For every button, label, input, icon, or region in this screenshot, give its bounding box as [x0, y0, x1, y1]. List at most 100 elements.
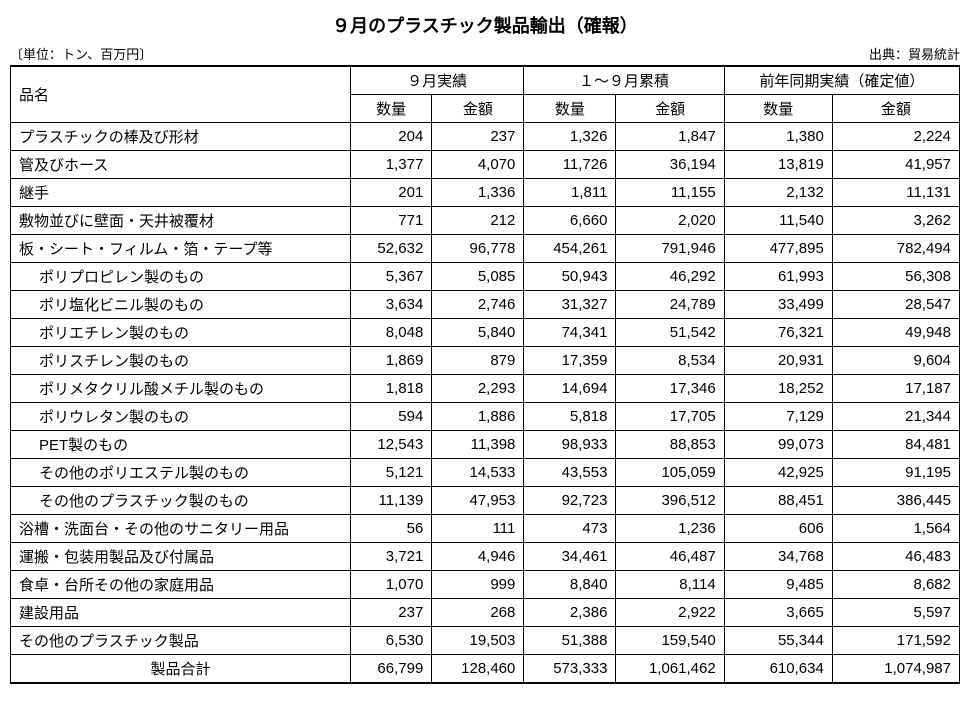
row-value: 8,682 [832, 571, 959, 599]
row-value: 49,948 [832, 319, 959, 347]
table-row: 継手2011,3361,81111,1552,13211,131 [11, 179, 960, 207]
table-row: 浴槽・洗面台・その他のサニタリー用品561114731,2366061,564 [11, 515, 960, 543]
table-row: その他のポリエステル製のもの5,12114,53343,553105,05942… [11, 459, 960, 487]
row-value: 9,485 [724, 571, 832, 599]
row-name: その他のポリエステル製のもの [11, 459, 351, 487]
row-value: 1,818 [351, 375, 432, 403]
row-value: 159,540 [616, 627, 724, 655]
row-value: 237 [351, 599, 432, 627]
table-row: 運搬・包装用製品及び付属品3,7214,94634,46146,48734,76… [11, 543, 960, 571]
row-value: 6,660 [524, 207, 616, 235]
row-name: ポリプロピレン製のもの [11, 263, 351, 291]
row-value: 1,380 [724, 123, 832, 151]
row-value: 74,341 [524, 319, 616, 347]
table-row: ポリエチレン製のもの8,0485,84074,34151,54276,32149… [11, 319, 960, 347]
row-value: 17,359 [524, 347, 616, 375]
row-value: 96,778 [432, 235, 524, 263]
table-row: ポリスチレン製のもの1,86987917,3598,53420,9319,604 [11, 347, 960, 375]
row-name: 食卓・台所その他の家庭用品 [11, 571, 351, 599]
table-row: その他のプラスチック製品6,53019,50351,388159,54055,3… [11, 627, 960, 655]
row-value: 2,922 [616, 599, 724, 627]
table-total-row: 製品合計66,799128,460573,3331,061,462610,634… [11, 655, 960, 684]
row-value: 46,292 [616, 263, 724, 291]
row-value: 84,481 [832, 431, 959, 459]
row-value: 1,336 [432, 179, 524, 207]
row-value: 17,346 [616, 375, 724, 403]
row-value: 18,252 [724, 375, 832, 403]
row-value: 50,943 [524, 263, 616, 291]
row-value: 56,308 [832, 263, 959, 291]
table-row: 管及びホース1,3774,07011,72636,19413,81941,957 [11, 151, 960, 179]
row-value: 24,789 [616, 291, 724, 319]
row-value: 4,070 [432, 151, 524, 179]
row-value: 879 [432, 347, 524, 375]
row-value: 19,503 [432, 627, 524, 655]
row-value: 1,811 [524, 179, 616, 207]
row-name: 運搬・包装用製品及び付属品 [11, 543, 351, 571]
row-value: 201 [351, 179, 432, 207]
row-value: 33,499 [724, 291, 832, 319]
table-row: ポリウレタン製のもの5941,8865,81817,7057,12921,344 [11, 403, 960, 431]
row-value: 61,993 [724, 263, 832, 291]
total-value: 573,333 [524, 655, 616, 684]
row-value: 5,840 [432, 319, 524, 347]
table-row: その他のプラスチック製のもの11,13947,95392,723396,5128… [11, 487, 960, 515]
row-value: 782,494 [832, 235, 959, 263]
row-value: 8,114 [616, 571, 724, 599]
table-row: ポリ塩化ビニル製のもの3,6342,74631,32724,78933,4992… [11, 291, 960, 319]
row-value: 5,121 [351, 459, 432, 487]
row-name: 板・シート・フィルム・箔・テープ等 [11, 235, 351, 263]
row-value: 14,533 [432, 459, 524, 487]
header-group-sep: ９月実績 [351, 66, 524, 95]
row-value: 11,398 [432, 431, 524, 459]
row-value: 3,721 [351, 543, 432, 571]
row-value: 1,564 [832, 515, 959, 543]
header-group-prev: 前年同期実績（確定値） [724, 66, 959, 95]
row-value: 76,321 [724, 319, 832, 347]
row-value: 3,262 [832, 207, 959, 235]
row-name: ポリメタクリル酸メチル製のもの [11, 375, 351, 403]
row-value: 999 [432, 571, 524, 599]
row-value: 56 [351, 515, 432, 543]
row-value: 5,818 [524, 403, 616, 431]
row-value: 5,597 [832, 599, 959, 627]
table-row: 敷物並びに壁面・天井被覆材7712126,6602,02011,5403,262 [11, 207, 960, 235]
row-name: ポリ塩化ビニル製のもの [11, 291, 351, 319]
row-name: 継手 [11, 179, 351, 207]
row-name: その他のプラスチック製のもの [11, 487, 351, 515]
row-value: 2,132 [724, 179, 832, 207]
row-value: 237 [432, 123, 524, 151]
row-value: 42,925 [724, 459, 832, 487]
row-value: 771 [351, 207, 432, 235]
total-value: 610,634 [724, 655, 832, 684]
table-row: ポリメタクリル酸メチル製のもの1,8182,29314,69417,34618,… [11, 375, 960, 403]
row-value: 5,085 [432, 263, 524, 291]
row-value: 8,048 [351, 319, 432, 347]
row-value: 51,542 [616, 319, 724, 347]
header-group-cum: １～９月累積 [524, 66, 724, 95]
row-value: 396,512 [616, 487, 724, 515]
table-title: ９月のプラスチック製品輸出（確報） [10, 12, 960, 38]
row-value: 606 [724, 515, 832, 543]
row-value: 1,886 [432, 403, 524, 431]
row-value: 91,195 [832, 459, 959, 487]
row-value: 28,547 [832, 291, 959, 319]
row-value: 14,694 [524, 375, 616, 403]
total-label: 製品合計 [11, 655, 351, 684]
row-value: 52,632 [351, 235, 432, 263]
row-value: 13,819 [724, 151, 832, 179]
row-value: 386,445 [832, 487, 959, 515]
row-value: 594 [351, 403, 432, 431]
header-amt-1: 金額 [432, 95, 524, 123]
row-value: 454,261 [524, 235, 616, 263]
row-value: 11,540 [724, 207, 832, 235]
row-value: 9,604 [832, 347, 959, 375]
row-value: 791,946 [616, 235, 724, 263]
row-value: 17,187 [832, 375, 959, 403]
row-value: 6,530 [351, 627, 432, 655]
row-value: 2,224 [832, 123, 959, 151]
row-value: 1,869 [351, 347, 432, 375]
row-value: 1,070 [351, 571, 432, 599]
row-name: 浴槽・洗面台・その他のサニタリー用品 [11, 515, 351, 543]
row-value: 1,326 [524, 123, 616, 151]
